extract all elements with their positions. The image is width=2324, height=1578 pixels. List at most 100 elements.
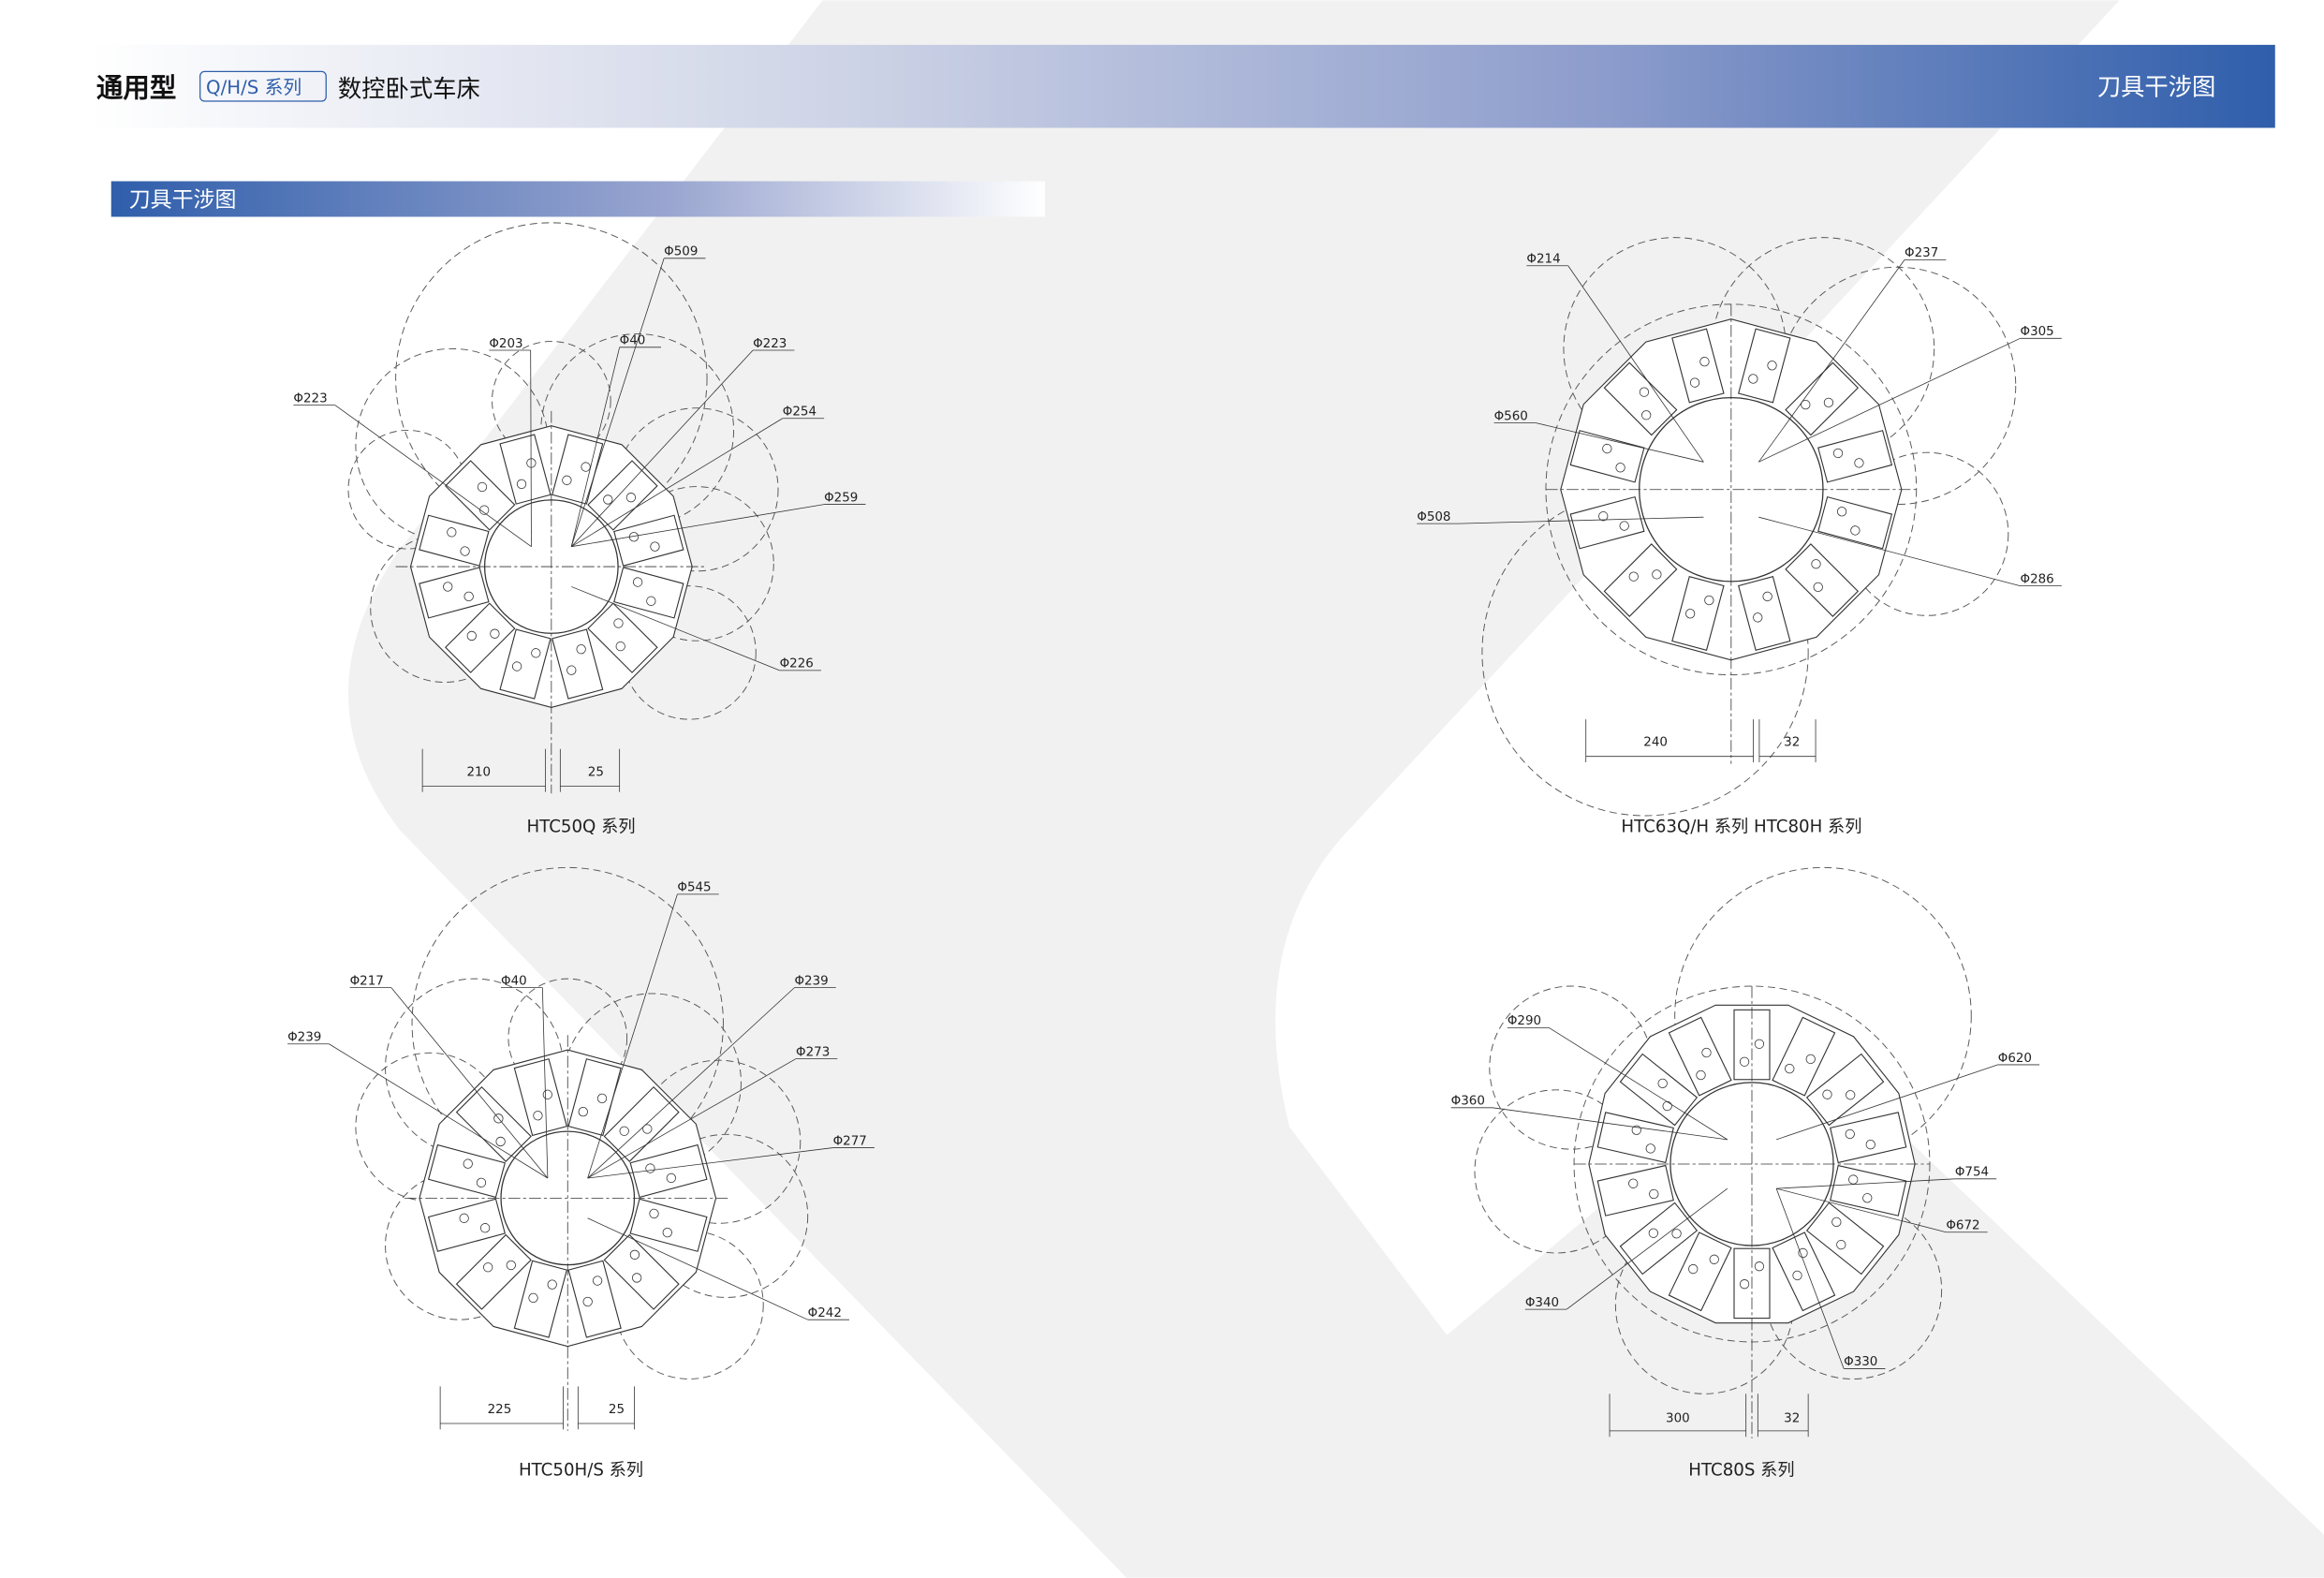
leader-line xyxy=(587,1147,833,1179)
tool-holder xyxy=(1738,328,1791,404)
tool-holder xyxy=(1569,495,1645,550)
leader-line xyxy=(334,405,532,548)
tool-holder xyxy=(1668,1231,1732,1312)
interference-circle xyxy=(1481,489,1809,817)
series-badge-frame xyxy=(199,70,327,102)
diameter-label: Φ620 xyxy=(1998,1052,2032,1066)
tool-holder xyxy=(419,567,490,619)
diameter-label: Φ254 xyxy=(783,406,816,420)
tool-holder xyxy=(513,1058,568,1137)
diameter-label: Φ545 xyxy=(677,881,711,895)
diameter-label: Φ239 xyxy=(794,974,828,988)
dimension-label: 25 xyxy=(609,1403,625,1417)
header-title-rest: 数控卧式车床 xyxy=(338,74,480,102)
diameter-label: Φ40 xyxy=(620,334,646,348)
tool-holder xyxy=(1671,576,1725,652)
tool-holder xyxy=(499,628,552,700)
tool-holder xyxy=(1619,1053,1699,1127)
dimension-label: 300 xyxy=(1666,1411,1690,1425)
tool-holder xyxy=(1817,495,1893,550)
tool-holder xyxy=(567,1260,622,1338)
header-band: 通用型 Q/H/S 系列 数控卧式车床 刀具干涉图 xyxy=(88,44,2275,128)
leader-line xyxy=(541,987,549,1179)
diameter-label: Φ239 xyxy=(287,1031,321,1045)
leader-line xyxy=(570,347,621,547)
leader-line xyxy=(1775,1064,1998,1141)
leader-line xyxy=(1758,516,2021,587)
tool-holder xyxy=(552,628,604,700)
tool-holder xyxy=(1785,543,1860,617)
dimension-label: 225 xyxy=(488,1403,512,1417)
leader-line xyxy=(1776,1187,1947,1233)
leader-line xyxy=(1758,259,1905,463)
diameter-label: Φ242 xyxy=(808,1306,842,1320)
leader-line xyxy=(1548,1027,1728,1141)
diameter-label: Φ203 xyxy=(489,337,522,351)
tool-holder xyxy=(445,460,516,531)
tool-holder xyxy=(613,514,684,567)
leader-line xyxy=(571,418,783,548)
leader-line xyxy=(571,504,825,548)
tool-holder xyxy=(445,602,516,673)
header-right-title: 刀具干涉图 xyxy=(2097,73,2216,101)
diagram-caption: HTC63Q/H 系列 HTC80H 系列 xyxy=(1621,817,1861,836)
section-bar: 刀具干涉图 xyxy=(110,181,1045,217)
interference-circle xyxy=(622,585,757,720)
tool-holder xyxy=(629,1198,708,1252)
tool-holder xyxy=(1596,1164,1674,1217)
diameter-label: Φ290 xyxy=(1508,1014,1541,1028)
tool-holder xyxy=(1619,1202,1699,1276)
tool-holder xyxy=(1596,1112,1674,1164)
diagram-caption: HTC80S 系列 xyxy=(1688,1460,1794,1480)
tool-holder xyxy=(587,602,658,673)
diameter-label: Φ305 xyxy=(2021,325,2054,339)
diameter-label: Φ226 xyxy=(780,657,814,671)
tool-holder xyxy=(455,1085,532,1162)
tool-holder xyxy=(427,1198,506,1252)
leader-line xyxy=(1566,1187,1728,1310)
diameter-label: Φ508 xyxy=(1417,510,1450,524)
tool-holder xyxy=(1772,1016,1836,1097)
turret-diagram: Φ509 Φ203 Φ40 Φ223 Φ223 Φ254 Φ259 Φ226 210 25 HTC5… xyxy=(293,222,866,836)
leader-line xyxy=(587,1217,808,1320)
leader-line xyxy=(530,349,532,547)
tool-holder xyxy=(1830,1164,1907,1217)
leader-line xyxy=(1458,516,1704,524)
diagrams: Φ509 Φ203 Φ40 Φ223 Φ223 Φ254 Φ259 Φ226 210 25 HTC5… xyxy=(287,222,2062,1480)
leader-line xyxy=(329,1043,549,1179)
tool-holder xyxy=(603,1233,680,1310)
turret-diagram: Φ214 Φ237 Φ305 Φ560 Φ508 Φ286 240 32 HTC63Q/H 系列… xyxy=(1417,237,2062,836)
background-shapes xyxy=(347,0,2324,1578)
interference-circle xyxy=(492,340,611,461)
turret-diagram: Φ545 Φ217 Φ40 Φ239 Φ239 Φ273 Φ277 Φ242 225 25 HTC5… xyxy=(287,866,875,1480)
diameter-label: Φ259 xyxy=(824,491,858,505)
diameter-label: Φ286 xyxy=(2021,572,2054,586)
leader-line xyxy=(390,987,549,1179)
turret-diagram: Φ290 Φ360 Φ620 Φ754 Φ672 Φ340 Φ330 300 32 HTC80S … xyxy=(1450,866,2040,1480)
tool-holder xyxy=(552,434,604,505)
dimension-label: 32 xyxy=(1784,1411,1800,1425)
leader-line xyxy=(587,1058,797,1179)
interference-circle xyxy=(507,978,628,1099)
diameter-label: Φ330 xyxy=(1844,1355,1877,1369)
diameter-label: Φ223 xyxy=(753,337,787,351)
dimension-label: 32 xyxy=(1784,736,1800,750)
leader-line xyxy=(1492,1107,1728,1141)
tool-holder xyxy=(1738,576,1791,652)
leader-line xyxy=(587,893,678,1179)
diagram-caption: HTC50H/S 系列 xyxy=(519,1460,643,1480)
tool-holder xyxy=(427,1143,506,1199)
tool-holder xyxy=(1772,1231,1836,1312)
tool-holder xyxy=(455,1233,532,1310)
tool-holder xyxy=(1671,328,1725,404)
tool-holder xyxy=(1817,430,1893,483)
diameter-label: Φ340 xyxy=(1525,1296,1559,1310)
diameter-label: Φ672 xyxy=(1946,1219,1979,1233)
diameter-label: Φ214 xyxy=(1526,253,1560,267)
header-title-bold: 通用型 xyxy=(96,72,176,103)
diameter-label: Φ223 xyxy=(293,391,327,406)
tool-holder xyxy=(1805,1053,1885,1127)
diameter-label: Φ273 xyxy=(796,1045,830,1059)
diagram-caption: HTC50Q 系列 xyxy=(526,817,635,836)
dimension-label: 240 xyxy=(1643,736,1668,750)
